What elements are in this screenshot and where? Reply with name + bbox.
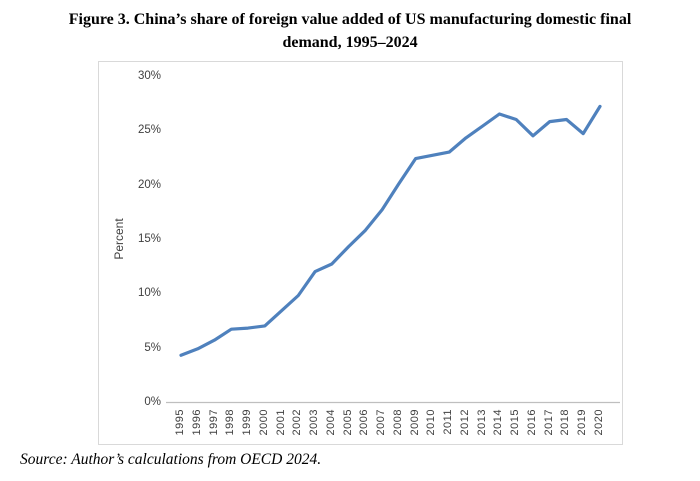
x-axis-tick-label: 2020 xyxy=(593,409,605,436)
x-axis-tick-label: 2015 xyxy=(509,409,522,436)
x-axis-tick-label: 2019 xyxy=(576,409,589,436)
x-axis-tick-label: 2001 xyxy=(274,409,287,436)
chart-frame: Percent 0% 5% 10% 15% 20% 25% 30% 1995 1996 1997… xyxy=(98,61,623,445)
x-axis-tick-label: 2004 xyxy=(324,409,337,436)
y-axis-tick-label: 0% xyxy=(144,396,161,408)
y-axis-tick-label: 25% xyxy=(137,124,161,137)
x-axis-tick-label: 2006 xyxy=(358,409,371,436)
figure-title-line2: demand, 1995–2024 xyxy=(282,34,418,52)
x-axis-tick-label: 2003 xyxy=(308,409,321,436)
y-axis-tick-label: 10% xyxy=(137,287,161,300)
x-axis-tick-label: 1996 xyxy=(190,409,203,436)
x-axis-tick-label: 2013 xyxy=(475,409,488,436)
x-axis-tick-label: 2014 xyxy=(492,409,505,436)
y-axis-tick-label: 20% xyxy=(137,178,161,191)
x-axis-tick-label: 1997 xyxy=(207,409,220,436)
x-axis-tick-label: 1998 xyxy=(224,409,237,436)
x-axis-tick-label: 2012 xyxy=(458,409,471,436)
figure-title: Figure 3. China’s share of foreign value… xyxy=(0,8,700,54)
plot-area xyxy=(166,104,620,404)
x-axis-tick-label: 2002 xyxy=(291,409,304,436)
x-axis-tick-label: 2008 xyxy=(391,409,404,436)
x-axis-tick-label: 2018 xyxy=(559,409,572,436)
x-axis-tick-label: 2000 xyxy=(257,409,270,436)
x-axis-tick-label: 2011 xyxy=(442,409,455,435)
x-axis-tick-label: 2010 xyxy=(425,409,438,436)
x-axis-tick-label: 1999 xyxy=(241,409,254,436)
figure-title-line1: Figure 3. China’s share of foreign value… xyxy=(68,11,632,28)
x-axis-tick-label: 2007 xyxy=(375,409,388,436)
x-axis-tick-label: 2005 xyxy=(341,409,354,436)
x-axis-tick-label: 2017 xyxy=(542,409,555,436)
y-axis-tick-label: 15% xyxy=(137,233,161,245)
x-axis-tick-label: 1995 xyxy=(174,409,186,436)
y-axis-tick-label: 5% xyxy=(144,341,161,354)
y-axis-tick-label: 30% xyxy=(137,70,161,82)
data-line-china-share xyxy=(179,104,602,357)
source-note: Source: Author’s calculations from OECD … xyxy=(20,451,322,468)
x-axis-tick-label: 2009 xyxy=(408,409,421,436)
x-axis-tick-label: 2016 xyxy=(525,409,538,436)
